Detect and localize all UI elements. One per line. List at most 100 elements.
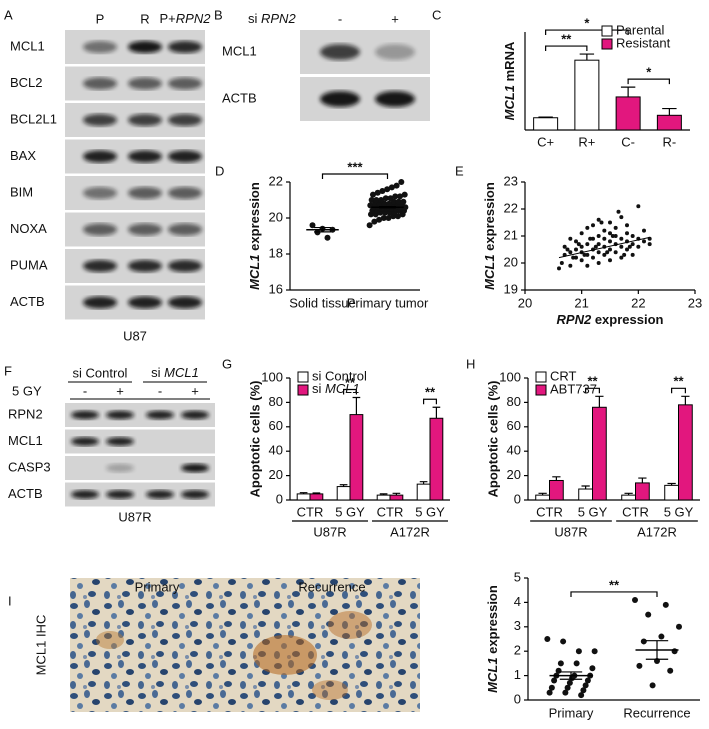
y-tick-label: 40 (507, 443, 521, 458)
data-point (610, 234, 615, 238)
blot-row-label: BAX (10, 148, 36, 163)
significance-bracket (570, 591, 658, 597)
ihc-images (70, 578, 420, 712)
data-point (596, 242, 601, 247)
significance-bracket (545, 45, 588, 52)
bar (429, 417, 444, 501)
x-axis-title-part: RPN2 (557, 312, 592, 327)
error-bar (538, 116, 553, 118)
y-tick-label: 40 (269, 443, 283, 458)
data-point (384, 186, 391, 193)
bar (389, 494, 404, 501)
bar (535, 494, 550, 501)
data-point (593, 244, 598, 249)
blot-band (128, 223, 162, 236)
x-tick-label: 5 GY (664, 504, 694, 519)
data-point (658, 633, 665, 640)
lane-label-part: RPN2 (176, 11, 211, 26)
bar (349, 414, 364, 501)
bar (635, 482, 650, 501)
data-point (671, 648, 678, 655)
blot-band (106, 490, 134, 499)
blot-row-label: NOXA (10, 221, 47, 236)
data-point (562, 689, 569, 696)
data-point (579, 244, 584, 249)
data-point (565, 247, 570, 252)
data-point (585, 252, 590, 257)
stain (253, 635, 317, 675)
blot-band (128, 113, 162, 127)
blot-band (146, 490, 174, 499)
sem-bar (559, 671, 583, 680)
group-label: A172R (637, 524, 677, 539)
data-point (373, 197, 380, 203)
image-title: Primary (135, 579, 180, 594)
y-tick-label: 80 (269, 394, 283, 409)
data-point (371, 218, 378, 225)
lane-label: P (96, 11, 105, 26)
significance-bracket (343, 388, 357, 395)
x-tick-label: Recurrence (623, 705, 690, 720)
lane-label: - (338, 11, 342, 26)
data-point (588, 236, 593, 241)
legend-label: si Control (312, 368, 367, 383)
data-point (400, 198, 407, 205)
x-tick-label: 5 GY (335, 504, 365, 519)
panel-label: C (432, 7, 441, 22)
data-point (574, 255, 578, 260)
condition-label-part: si (248, 11, 261, 26)
blot-band (128, 77, 162, 90)
data-point (551, 677, 558, 684)
x-tick-label: Primary (549, 705, 594, 720)
data-point (368, 197, 375, 203)
group-label: A172R (390, 524, 430, 539)
data-point (608, 239, 612, 244)
significance-bracket (627, 78, 670, 85)
data-point (579, 258, 584, 263)
blot-band (106, 437, 134, 446)
blot-band (71, 490, 99, 499)
data-point (378, 197, 385, 203)
data-point (574, 239, 578, 244)
significance-label: * (646, 65, 652, 80)
y-tick-label: 1 (514, 667, 521, 682)
significance-label: * (584, 15, 590, 30)
lane-label: + (116, 383, 124, 398)
legend-label: Resistant (616, 35, 671, 50)
y-tick-label: 100 (499, 369, 521, 384)
legend-label-part: si (312, 381, 325, 396)
data-point (379, 188, 386, 194)
data-point (630, 242, 635, 247)
data-point (596, 217, 601, 222)
data-point (630, 234, 635, 238)
error-bar (392, 492, 401, 496)
blot-band (181, 410, 209, 420)
significance-bracket (423, 398, 437, 405)
blot-band (83, 113, 117, 127)
x-tick-label: 5 GY (578, 504, 608, 519)
significance-label: ** (345, 375, 356, 390)
significance-label: ** (561, 31, 572, 46)
data-point (642, 228, 646, 233)
y-axis-title: MCL1 expression (247, 182, 262, 290)
data-point (309, 222, 316, 229)
data-point (613, 225, 618, 230)
data-point (662, 601, 669, 608)
y-axis-title-part: expression (482, 182, 497, 254)
significance-bracket (321, 173, 389, 179)
data-point (630, 252, 635, 257)
blot-row-label: RPN2 (8, 406, 43, 421)
blot-row-label: BCL2L1 (10, 111, 57, 126)
blot-band (83, 77, 117, 90)
blot-band (83, 296, 117, 309)
data-point (401, 191, 408, 198)
data-point (619, 255, 624, 260)
data-point (608, 247, 612, 252)
x-tick-label: CTR (536, 504, 563, 519)
legend-label: si MCL1 (312, 381, 360, 396)
data-point (584, 677, 591, 684)
bar (621, 494, 636, 501)
blot-band (128, 296, 162, 309)
blot-band (181, 463, 209, 473)
